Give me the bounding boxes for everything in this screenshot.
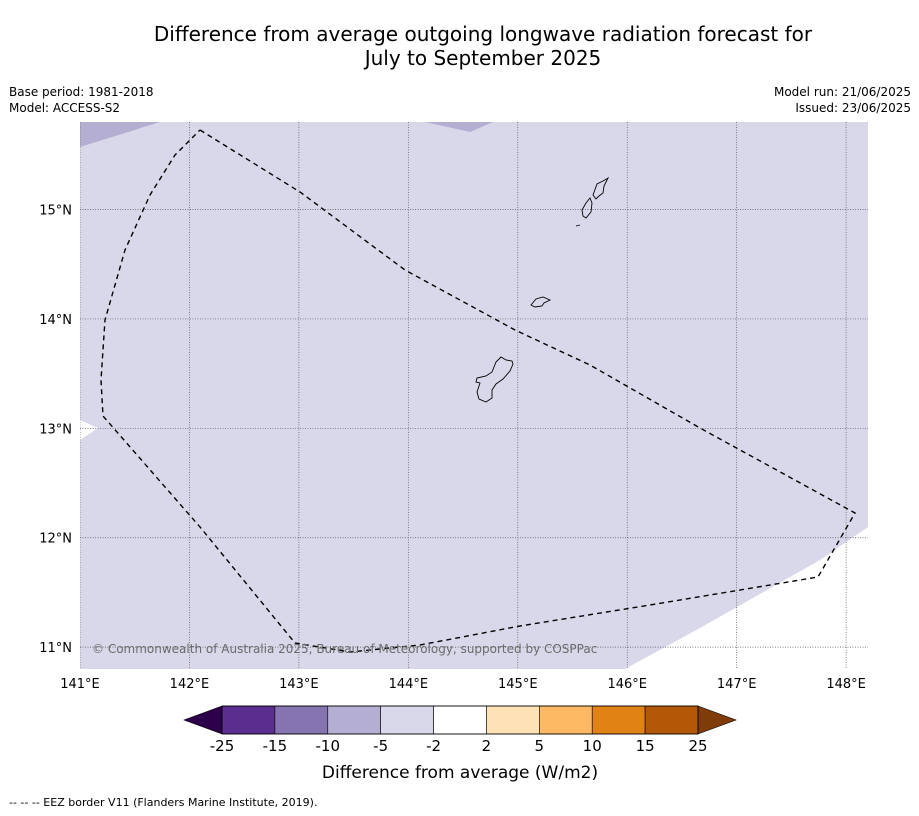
colorbar-bin (327, 705, 381, 735)
lon-tick-label: 145°E (498, 677, 538, 692)
lon-tick-label: 142°E (170, 677, 210, 692)
colorbar-label: Difference from average (W/m2) (322, 763, 598, 783)
meta-right: Model run: 21/06/2025 Issued: 23/06/2025 (774, 84, 911, 116)
island-tinian (581, 197, 593, 219)
colorbar-bin (274, 705, 329, 735)
colorbar-bin (539, 705, 593, 735)
base-period-label: Base period: 1981-2018 (9, 85, 154, 99)
title-line-2: July to September 2025 (364, 46, 602, 70)
issued-label: Issued: 23/06/2025 (795, 101, 911, 115)
colorbar-tick-label: 10 (583, 737, 602, 755)
lon-tick-label: 146°E (607, 677, 647, 692)
colorbar-tick-label: -25 (210, 737, 235, 755)
eez-legend-note: -- -- -- EEZ border V11 (Flanders Marine… (9, 796, 318, 809)
olr-anomaly-fill-minus10-to-minus5-north (425, 122, 493, 132)
lon-tick-label: 147°E (717, 677, 757, 692)
map-figure: © Commonwealth of Australia 2025, Bureau… (39, 122, 868, 783)
colorbar-tick-label: -5 (373, 737, 388, 755)
lat-tick-label: 15°N (39, 204, 72, 219)
colorbar-extend-high (697, 705, 737, 735)
colorbar-tick-label: -2 (426, 737, 441, 755)
colorbar-frame (221, 705, 699, 735)
colorbar-tick-label: 2 (482, 737, 492, 755)
colorbar-tick-label: 25 (688, 737, 707, 755)
colorbar-bin (644, 705, 699, 735)
coastlines (475, 176, 610, 403)
colorbar-bin (380, 705, 434, 735)
colorbar-bin (591, 705, 646, 735)
colorbar-bins (221, 705, 699, 735)
colorbar-tick-label: -10 (316, 737, 341, 755)
lat-tick-label: 12°N (39, 532, 72, 547)
colorbar-bin (486, 705, 540, 735)
colorbar-bin (221, 705, 276, 735)
longitude-labels: 141°E 142°E 143°E 144°E 145°E 146°E 147°E 148°E (60, 677, 866, 692)
island-saipan (592, 176, 610, 200)
graticule (80, 122, 868, 669)
colorbar: -25 -15 -10 -5 -2 2 5 10 15 25 Difference from av… (183, 705, 737, 783)
map-area: © Commonwealth of Australia 2025, Bureau… (80, 122, 868, 669)
lat-tick-label: 11°N (39, 641, 72, 656)
meta-left: Base period: 1981-2018 Model: ACCESS-S2 (9, 84, 154, 116)
model-label: Model: ACCESS-S2 (9, 101, 121, 115)
olr-anomaly-fill-minus10-to-minus5 (80, 122, 160, 147)
colorbar-tick-label: 5 (535, 737, 545, 755)
lon-tick-label: 141°E (60, 677, 100, 692)
model-run-label: Model run: 21/06/2025 (773, 85, 911, 99)
colorbar-tick-labels: -25 -15 -10 -5 -2 2 5 10 15 25 (210, 737, 708, 755)
lon-tick-label: 143°E (279, 677, 319, 692)
colorbar-bin (433, 705, 487, 735)
lon-tick-label: 144°E (389, 677, 429, 692)
colorbar-tick-label: 15 (636, 737, 655, 755)
colorbar-extend-low (183, 705, 223, 735)
lat-tick-label: 13°N (39, 422, 72, 437)
eez-border (100, 129, 856, 653)
island-aguijan (575, 224, 581, 227)
chart-title: Difference from average outgoing longwav… (0, 22, 919, 70)
title-line-1: Difference from average outgoing longwav… (153, 22, 813, 46)
lat-tick-label: 14°N (39, 313, 72, 328)
latitude-labels: 15°N 14°N 13°N 12°N 11°N (39, 204, 72, 657)
olr-anomaly-fill-minus5-to-minus2 (80, 122, 868, 669)
copyright-notice: © Commonwealth of Australia 2025, Bureau… (92, 642, 597, 656)
lon-tick-label: 148°E (826, 677, 866, 692)
colorbar-tick-label: -15 (263, 737, 288, 755)
island-guam (475, 356, 514, 403)
island-rota (530, 296, 552, 308)
